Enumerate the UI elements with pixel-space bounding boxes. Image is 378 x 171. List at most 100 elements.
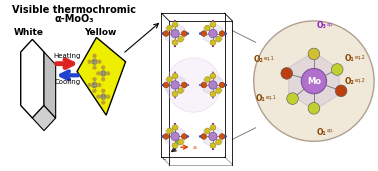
Circle shape [332,64,343,75]
Text: a: a [192,145,197,150]
Polygon shape [289,52,339,110]
Circle shape [287,93,298,104]
Circle shape [88,60,91,63]
Circle shape [172,22,178,27]
Text: Mo: Mo [307,77,321,86]
Circle shape [102,101,105,104]
Polygon shape [203,74,223,96]
Text: ap.: ap. [327,22,334,27]
Polygon shape [77,37,125,115]
Circle shape [219,82,225,88]
Circle shape [107,95,110,98]
Circle shape [97,72,100,75]
Circle shape [101,71,106,76]
Circle shape [204,77,210,82]
Circle shape [178,139,183,145]
Text: O₂: O₂ [345,77,355,86]
Text: O₁: O₁ [345,54,355,63]
Text: α-MoO₃: α-MoO₃ [54,14,94,24]
Polygon shape [203,22,223,45]
Circle shape [209,29,217,38]
Circle shape [201,134,207,139]
Circle shape [181,134,187,139]
Circle shape [171,81,179,89]
Circle shape [181,31,187,36]
Circle shape [204,128,210,134]
Circle shape [172,91,178,97]
Text: eq.2: eq.2 [355,78,366,83]
Circle shape [216,36,222,42]
Circle shape [301,69,327,94]
Text: Cooling: Cooling [54,79,81,85]
Circle shape [167,77,172,82]
Circle shape [98,60,101,63]
Circle shape [308,102,320,114]
Text: eq.1: eq.1 [263,56,274,61]
Circle shape [102,89,105,92]
Text: ap.: ap. [327,128,334,133]
Polygon shape [165,22,185,45]
Circle shape [178,88,183,93]
Circle shape [219,31,225,36]
Circle shape [216,139,222,145]
Circle shape [216,88,222,93]
Text: O₁: O₁ [256,94,265,103]
Text: O₁: O₁ [317,128,327,136]
Text: Yellow: Yellow [84,28,116,37]
Circle shape [204,25,210,31]
Circle shape [172,40,178,45]
Polygon shape [165,74,185,96]
Polygon shape [44,52,56,118]
Circle shape [88,84,91,87]
Circle shape [107,72,110,75]
Text: Visible thermochromic: Visible thermochromic [12,5,136,15]
Circle shape [178,36,183,42]
Text: Heating: Heating [54,53,81,59]
Circle shape [163,82,169,88]
Circle shape [93,89,96,92]
Circle shape [172,143,178,148]
Circle shape [308,48,320,60]
Circle shape [210,125,216,130]
Polygon shape [33,105,56,131]
Circle shape [101,94,106,99]
Text: O₂: O₂ [254,55,263,64]
Text: eq.1: eq.1 [265,95,276,100]
Text: eq.2: eq.2 [355,55,366,60]
Circle shape [335,85,347,97]
Circle shape [92,59,97,64]
Text: O₃: O₃ [317,21,327,30]
Text: White: White [14,28,43,37]
Circle shape [102,66,105,69]
Circle shape [201,31,207,36]
Circle shape [163,134,169,139]
Polygon shape [21,39,44,118]
Circle shape [92,83,97,87]
Circle shape [201,82,207,88]
Circle shape [167,128,172,134]
Circle shape [209,132,217,141]
Circle shape [254,21,374,141]
Circle shape [163,31,169,36]
Circle shape [98,84,101,87]
Circle shape [210,40,216,45]
Text: c: c [163,156,166,161]
Circle shape [102,78,105,81]
Circle shape [167,25,172,31]
Circle shape [209,81,217,89]
Circle shape [181,82,187,88]
Circle shape [171,29,179,38]
Circle shape [281,68,293,79]
Text: b: b [171,128,175,133]
Circle shape [210,22,216,27]
Circle shape [171,132,179,141]
Circle shape [93,78,96,81]
Circle shape [93,54,96,57]
Circle shape [210,143,216,148]
Circle shape [97,95,100,98]
Circle shape [93,66,96,69]
Polygon shape [203,125,223,148]
Circle shape [219,134,225,139]
Circle shape [172,125,178,130]
Circle shape [172,73,178,79]
